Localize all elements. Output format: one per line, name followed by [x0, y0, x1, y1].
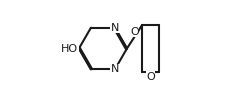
Text: HO: HO: [61, 44, 78, 54]
Text: N: N: [111, 64, 119, 74]
Text: O: O: [146, 72, 155, 82]
Text: O: O: [130, 27, 139, 37]
Text: N: N: [111, 23, 119, 33]
